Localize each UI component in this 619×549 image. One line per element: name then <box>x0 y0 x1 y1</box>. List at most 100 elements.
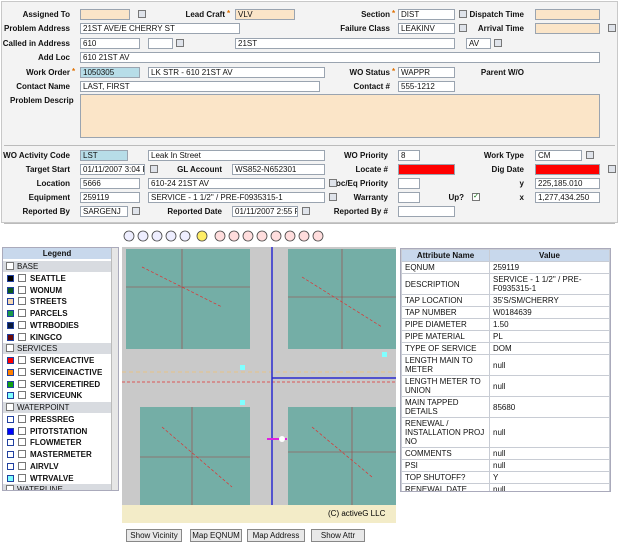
text-input[interactable]: LEAKINV <box>398 23 455 34</box>
attribute-value: null <box>489 417 610 448</box>
lookup-icon[interactable] <box>586 151 594 159</box>
text-input[interactable]: Leak In Street <box>148 150 325 161</box>
text-input[interactable] <box>80 9 130 20</box>
text-input[interactable]: 1,277,434.250 <box>535 192 600 203</box>
map[interactable]: (C) activeG LLC <box>122 247 396 523</box>
legend-item: PRESSREG <box>30 415 75 424</box>
legend-checkbox[interactable] <box>6 403 14 411</box>
lookup-icon[interactable] <box>459 24 467 32</box>
text-input[interactable] <box>398 164 455 175</box>
legend-checkbox[interactable] <box>18 391 26 400</box>
legend-checkbox[interactable] <box>18 379 26 388</box>
text-input[interactable]: SERVICE - 1 1/2" / PRE-F0935315-1 <box>148 192 325 203</box>
legend-checkbox[interactable] <box>18 297 26 306</box>
legend-group-row <box>3 343 111 355</box>
text-input[interactable]: LK STR - 610 21ST AV <box>148 67 325 78</box>
attribute-table: Attribute Name Value EQNUM 259119 DESCRIPTIO… <box>401 249 610 491</box>
map-button[interactable]: Show Vicinity <box>126 529 182 542</box>
lookup-icon[interactable] <box>608 24 616 32</box>
map-button[interactable]: Map Address <box>247 529 305 542</box>
field-label: Reported Date <box>167 207 222 216</box>
text-input[interactable]: 259119 <box>80 192 140 203</box>
legend-checkbox[interactable] <box>18 461 26 470</box>
text-input[interactable]: CM <box>535 150 582 161</box>
legend-checkbox[interactable] <box>18 426 26 435</box>
lookup-icon[interactable] <box>150 165 158 173</box>
lookup-icon[interactable] <box>494 39 502 47</box>
text-input[interactable] <box>398 206 455 217</box>
text-input[interactable]: 21ST AVE/E CHERRY ST <box>80 23 240 34</box>
text-input[interactable] <box>535 9 600 20</box>
attribute-value: null <box>489 459 610 472</box>
text-input[interactable] <box>398 178 420 189</box>
field-label: x <box>519 193 524 202</box>
required-marker: * <box>392 67 396 76</box>
text-input[interactable]: 5666 <box>80 178 140 189</box>
field-label: Equipment <box>28 193 70 202</box>
text-input[interactable]: 610 <box>80 38 140 49</box>
legend-swatch <box>7 333 14 341</box>
text-input[interactable]: 225,185.010 <box>535 178 600 189</box>
legend-swatch <box>7 310 14 318</box>
legend-checkbox[interactable] <box>18 367 26 376</box>
column-header: Attribute Name <box>401 249 490 262</box>
attribute-row: MAIN TAPPED DETAILS 85680 <box>401 396 610 418</box>
legend-checkbox[interactable] <box>6 262 14 270</box>
legend-swatch <box>7 368 14 376</box>
problem-description-input[interactable] <box>80 94 600 138</box>
legend-checkbox[interactable] <box>18 450 26 459</box>
text-input[interactable] <box>535 23 600 34</box>
legend-checkbox[interactable] <box>18 332 26 341</box>
text-input[interactable]: WS852-N652301 <box>232 164 325 175</box>
legend-checkbox[interactable] <box>18 309 26 318</box>
attribute-row: PSI null <box>401 459 610 472</box>
legend-checkbox[interactable] <box>18 320 26 329</box>
text-input[interactable]: LST <box>80 150 128 161</box>
text-input[interactable] <box>535 164 600 175</box>
field-label: Parent W/O <box>480 68 524 77</box>
text-input[interactable]: LAST, FIRST <box>80 81 320 92</box>
lookup-icon[interactable] <box>132 207 140 215</box>
text-input[interactable]: 21ST <box>235 38 455 49</box>
lookup-icon[interactable] <box>459 10 467 18</box>
text-input[interactable]: 01/11/2007 3:04 PM <box>80 164 145 175</box>
legend-checkbox[interactable] <box>18 356 26 365</box>
text-input[interactable]: 610-24 21ST AV <box>148 178 325 189</box>
lookup-icon[interactable] <box>329 193 337 201</box>
map-button[interactable]: Show Attr <box>311 529 365 542</box>
attribute-value: null <box>489 354 610 376</box>
lookup-icon[interactable] <box>176 39 184 47</box>
text-input[interactable]: WAPPR <box>398 67 455 78</box>
text-input[interactable]: 01/11/2007 2:55 PM <box>232 206 298 217</box>
lookup-icon[interactable] <box>302 207 310 215</box>
text-input[interactable] <box>398 192 420 203</box>
field-label: Dig Date <box>491 165 524 174</box>
lookup-icon[interactable] <box>608 165 616 173</box>
legend-checkbox[interactable] <box>18 274 26 282</box>
lookup-icon[interactable] <box>329 179 337 187</box>
map-button[interactable]: Map EQNUM <box>190 529 242 542</box>
text-input[interactable]: SARGENJ <box>80 206 128 217</box>
text-input[interactable]: DIST <box>398 9 455 20</box>
field-label: Failure Class <box>340 24 390 33</box>
text-input[interactable]: 1050305 <box>80 67 140 78</box>
legend-checkbox[interactable] <box>6 344 14 353</box>
legend-group: BASE <box>17 262 39 271</box>
legend-checkbox[interactable] <box>18 473 26 482</box>
legend-swatch <box>7 439 14 447</box>
text-input[interactable]: 555-1212 <box>398 81 455 92</box>
legend-checkbox[interactable] <box>18 415 26 423</box>
legend-checkbox[interactable] <box>18 438 26 447</box>
checkbox[interactable]: ✓ <box>472 193 480 201</box>
scrollbar[interactable] <box>111 248 118 490</box>
legend-checkbox[interactable] <box>18 285 26 294</box>
copyright: (C) activeG LLC <box>328 509 386 518</box>
text-input[interactable]: 8 <box>398 150 420 161</box>
text-input[interactable] <box>148 38 173 49</box>
attribute-value: SERVICE - 1 1/2" / PRE-F0935315-1 <box>489 273 610 295</box>
lookup-icon[interactable] <box>138 10 146 18</box>
text-input[interactable]: AV <box>466 38 491 49</box>
legend-checkbox[interactable] <box>6 485 14 490</box>
text-input[interactable]: 610 21ST AV <box>80 52 600 63</box>
text-input[interactable]: VLV <box>235 9 295 20</box>
